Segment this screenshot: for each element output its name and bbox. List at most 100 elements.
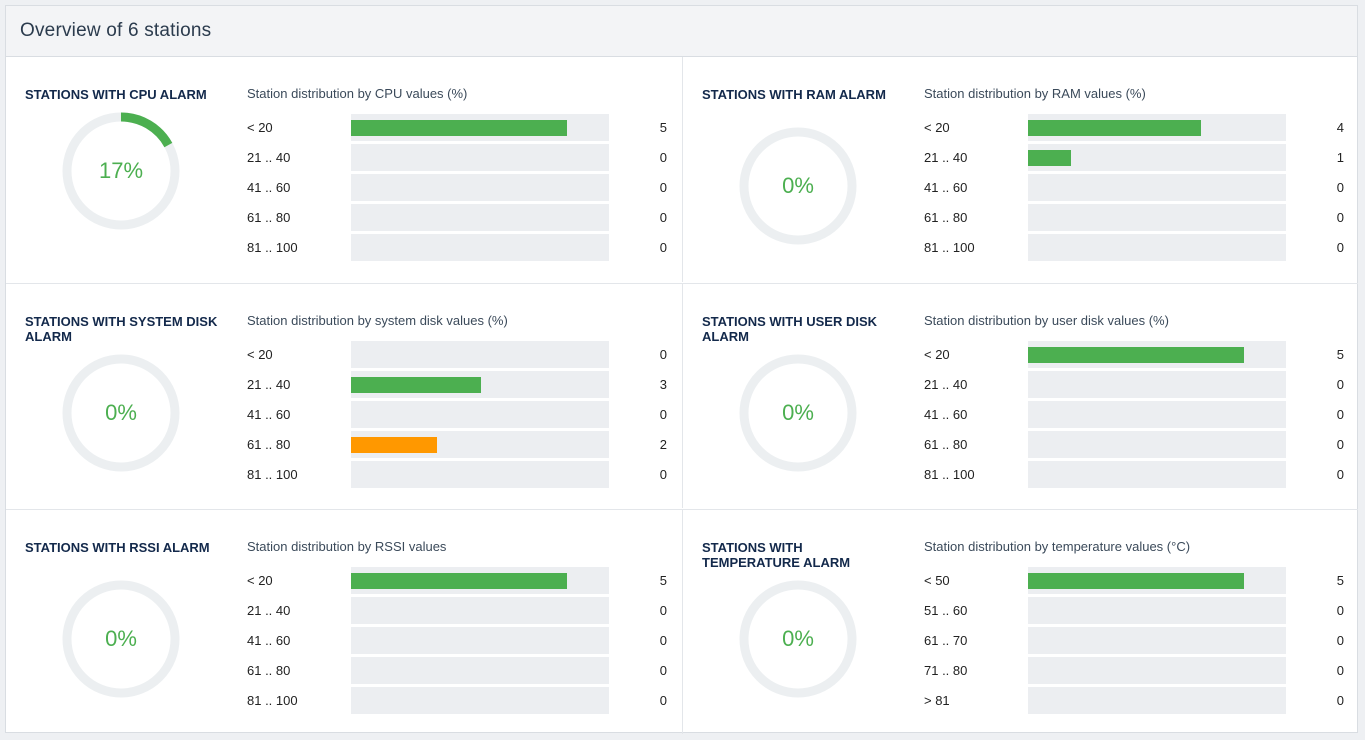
range-label: 81 .. 100	[924, 467, 975, 482]
station-count: 0	[1336, 407, 1344, 422]
distribution-row: 21 .. 40 0	[247, 142, 667, 172]
bar-fill	[1028, 347, 1244, 363]
distribution-row: 21 .. 40 3	[247, 369, 667, 399]
panel-cpu: STATIONS WITH CPU ALARM 17% Station distri…	[6, 57, 682, 282]
distribution-row: 81 .. 100 0	[924, 232, 1344, 262]
alarm-percent: 0%	[782, 626, 814, 651]
range-label: 61 .. 80	[924, 437, 968, 452]
bar-track	[1028, 567, 1286, 594]
donut-chart	[62, 354, 180, 472]
station-count: 0	[659, 693, 667, 708]
range-label: 21 .. 40	[924, 150, 968, 165]
distribution-bars: < 50 5 51 .. 60 0 61 .. 70 0 71 .. 80 0 > 81 0	[924, 565, 1344, 715]
bar-track	[351, 687, 609, 714]
range-label: 41 .. 60	[924, 180, 968, 195]
range-label: 41 .. 60	[924, 407, 968, 422]
station-count: 0	[1336, 467, 1344, 482]
range-label: 21 .. 40	[924, 377, 968, 392]
bar-fill	[351, 377, 481, 393]
bar-track	[351, 401, 609, 428]
bar-track	[351, 174, 609, 201]
panel-ram: STATIONS WITH RAM ALARM 0% Station distrib…	[682, 57, 1358, 282]
station-count: 3	[659, 377, 667, 392]
station-count: 0	[659, 240, 667, 255]
bar-track	[351, 341, 609, 368]
distribution-bars: < 20 0 21 .. 40 3 41 .. 60 0 61 .. 80 2 81 .. 10…	[247, 339, 667, 489]
distribution-row: 61 .. 80 0	[924, 202, 1344, 232]
station-count: 0	[659, 210, 667, 225]
range-label: 81 .. 100	[247, 240, 298, 255]
distribution-row: 61 .. 80 0	[247, 655, 667, 685]
bar-track	[351, 234, 609, 261]
station-count: 2	[659, 437, 667, 452]
alarm-donut: 0%	[738, 579, 858, 699]
bar-fill	[1028, 573, 1244, 589]
distribution-row: < 20 4	[924, 112, 1344, 142]
donut-track	[739, 354, 857, 472]
station-count: 0	[659, 347, 667, 362]
range-label: 21 .. 40	[247, 150, 291, 165]
distribution-row: 21 .. 40 1	[924, 142, 1344, 172]
distribution-title: Station distribution by user disk values…	[924, 313, 1169, 328]
distribution-title: Station distribution by RAM values (%)	[924, 86, 1146, 101]
donut-chart	[62, 580, 180, 698]
panel-system-disk: STATIONS WITH SYSTEM DISK ALARM 0% Station…	[6, 283, 682, 508]
alarm-percent: 17%	[98, 158, 144, 183]
range-label: 81 .. 100	[247, 693, 298, 708]
alarm-donut: 0%	[738, 126, 858, 246]
range-label: < 20	[247, 120, 273, 135]
range-label: 21 .. 40	[247, 377, 291, 392]
range-label: 51 .. 60	[924, 603, 968, 618]
bar-track	[1028, 597, 1286, 624]
donut-chart	[739, 127, 857, 245]
distribution-row: < 20 0	[247, 339, 667, 369]
range-label: 41 .. 60	[247, 407, 291, 422]
overview-panel: Overview of 6 stations STATIONS WITH CPU…	[5, 5, 1358, 734]
bar-track	[1028, 461, 1286, 488]
range-label: 21 .. 40	[247, 603, 291, 618]
panel-title: STATIONS WITH RAM ALARM	[702, 87, 886, 102]
distribution-row: 81 .. 100 0	[247, 232, 667, 262]
station-count: 5	[1336, 347, 1344, 362]
donut-chart	[739, 354, 857, 472]
bar-fill	[351, 437, 437, 453]
station-count: 0	[659, 467, 667, 482]
station-count: 1	[1336, 150, 1344, 165]
alarm-donut: 0%	[61, 353, 181, 473]
overview-header: Overview of 6 stations	[6, 6, 1357, 57]
distribution-row: 81 .. 100 0	[924, 459, 1344, 489]
bar-fill	[351, 573, 567, 589]
bar-track	[351, 144, 609, 171]
panel-user-disk: STATIONS WITH USER DISK ALARM 0% Station d…	[682, 283, 1358, 508]
panel-temperature: STATIONS WITH TEMPERATURE ALARM 0% Station…	[682, 509, 1358, 734]
station-count: 0	[1336, 377, 1344, 392]
station-count: 0	[1336, 603, 1344, 618]
station-count: 4	[1336, 120, 1344, 135]
distribution-row: 61 .. 70 0	[924, 625, 1344, 655]
distribution-row: 41 .. 60 0	[247, 172, 667, 202]
distribution-bars: < 20 5 21 .. 40 0 41 .. 60 0 61 .. 80 0 81 .. 10…	[247, 112, 667, 262]
bar-track	[351, 371, 609, 398]
donut-chart	[62, 112, 180, 230]
bar-track	[351, 597, 609, 624]
bar-track	[1028, 234, 1286, 261]
distribution-row: 51 .. 60 0	[924, 595, 1344, 625]
panel-title: STATIONS WITH SYSTEM DISK ALARM	[25, 314, 218, 344]
panel-title: STATIONS WITH USER DISK ALARM	[702, 314, 878, 344]
bar-track	[351, 431, 609, 458]
station-count: 0	[659, 603, 667, 618]
range-label: 61 .. 80	[247, 437, 291, 452]
bar-track	[1028, 204, 1286, 231]
bar-track	[1028, 371, 1286, 398]
station-count: 0	[1336, 693, 1344, 708]
alarm-percent: 0%	[105, 626, 137, 651]
distribution-title: Station distribution by system disk valu…	[247, 313, 508, 328]
alarm-percent: 0%	[782, 400, 814, 425]
bar-track	[1028, 401, 1286, 428]
range-label: 71 .. 80	[924, 663, 968, 678]
station-count: 5	[659, 573, 667, 588]
range-label: < 20	[924, 120, 950, 135]
distribution-row: 61 .. 80 0	[247, 202, 667, 232]
distribution-row: 41 .. 60 0	[924, 399, 1344, 429]
alarm-donut: 0%	[61, 579, 181, 699]
